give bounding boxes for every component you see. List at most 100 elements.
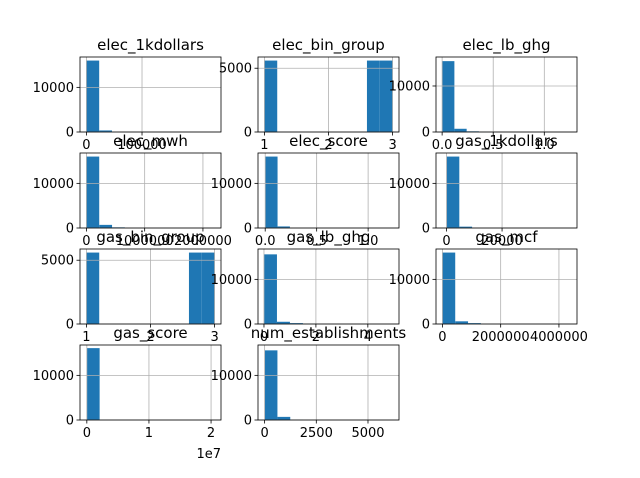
subplot-gas_mcf: 0 2000000 4000000 0 10000 gas_mcf xyxy=(389,228,588,345)
plot-area xyxy=(258,153,399,228)
subplot-elec_1kdollars: 0 100000 0 10000 elec_1kdollars xyxy=(33,36,222,153)
histogram-bar xyxy=(263,254,277,324)
subplot-title: elec_score xyxy=(289,132,368,151)
histogram-bar xyxy=(86,156,100,228)
subplot-title: gas_score xyxy=(113,324,187,343)
axes-frame xyxy=(257,344,400,421)
histogram-bar xyxy=(277,226,290,228)
x-tick-label: 3 xyxy=(388,138,396,153)
subplot-elec_lb_ghg: 0.0 0.5 1.0 0 10000 elec_lb_ghg xyxy=(389,36,578,153)
axes-frame xyxy=(435,152,578,229)
histogram-bar xyxy=(264,60,278,133)
subplot-title: num_establishments xyxy=(251,324,407,343)
x-tick-label: 1.0 xyxy=(358,234,379,249)
subplot-title: gas_1kdollars xyxy=(455,132,558,151)
histogram-bar xyxy=(277,416,291,420)
histogram-bar xyxy=(188,252,202,324)
y-tick-label: 0 xyxy=(244,222,252,237)
x-tick-label: 1000000 xyxy=(116,234,174,249)
x-tick-label: 2000000 xyxy=(472,330,530,345)
subplot-title: elec_bin_group xyxy=(272,36,385,55)
x-tick-label: 0 xyxy=(82,138,90,153)
subplot-title: elec_1kdollars xyxy=(97,36,204,55)
y-tick-label: 0 xyxy=(422,126,430,141)
histogram-bar xyxy=(459,226,473,228)
histogram-bar xyxy=(276,321,290,324)
x-tick-label: 1 xyxy=(82,330,90,345)
x-tick-label: 0.5 xyxy=(483,138,504,153)
subplot-title: elec_lb_ghg xyxy=(462,36,550,55)
y-tick-label: 10000 xyxy=(211,273,252,288)
y-tick-label: 5000 xyxy=(219,62,252,77)
histogram-bar xyxy=(201,252,215,324)
histogram-bar xyxy=(289,323,303,324)
histogram-bar xyxy=(86,348,100,420)
subplot-title: gas_mcf xyxy=(475,228,538,247)
x-tick-label: 1 xyxy=(260,138,268,153)
histogram-bar xyxy=(366,60,380,133)
x-tick-label: 4 xyxy=(364,330,372,345)
x-tick-label: 0.0 xyxy=(432,138,453,153)
y-tick-label: 10000 xyxy=(211,177,252,192)
x-tick-label: 2 xyxy=(324,138,332,153)
x-tick-label: 1 xyxy=(145,426,153,441)
subplot-gas_bin_group: 1 2 3 0 5000 gas_bin_group xyxy=(41,228,222,345)
axes-frame xyxy=(79,56,222,133)
subplot-elec_mwh: 0 1000000 2000000 0 10000 elec_mwh xyxy=(33,132,232,249)
x-tick-label: 2500 xyxy=(300,426,333,441)
y-tick-label: 0 xyxy=(244,318,252,333)
x-tick-label: 2000000 xyxy=(174,234,232,249)
y-tick-label: 0 xyxy=(66,222,74,237)
x-tick-label: 2 xyxy=(312,330,320,345)
y-tick-label: 10000 xyxy=(389,177,430,192)
histogram-bar xyxy=(86,60,100,133)
histogram-bar xyxy=(99,224,113,228)
y-tick-label: 10000 xyxy=(33,81,74,96)
histogram-bar xyxy=(442,61,455,132)
y-tick-label: 0 xyxy=(422,318,430,333)
y-tick-label: 10000 xyxy=(33,177,74,192)
histogram-bar xyxy=(455,321,469,324)
subplot-gas_score: 0 1 2 0 10000 1e7 gas_score xyxy=(33,324,222,462)
x-tick-label: 4000000 xyxy=(530,330,588,345)
plot-area xyxy=(80,153,221,228)
axes-frame xyxy=(257,152,400,229)
y-tick-label: 5000 xyxy=(41,254,74,269)
plot-area xyxy=(436,153,577,228)
subplot-elec_score: 0.0 0.5 1.0 0 10000 elec_score xyxy=(211,132,400,249)
y-tick-label: 0 xyxy=(66,126,74,141)
x-tick-label: 0 xyxy=(442,234,450,249)
axes-frame xyxy=(79,152,222,229)
histogram-bar xyxy=(446,156,460,228)
y-tick-label: 0 xyxy=(66,414,74,429)
x-tick-label: 3 xyxy=(210,330,218,345)
histogram-bar xyxy=(264,350,278,420)
plot-area xyxy=(80,345,221,420)
subplot-gas_1kdollars: 0 20000 0 10000 gas_1kdollars xyxy=(389,132,578,249)
x-tick-label: 1.0 xyxy=(534,138,555,153)
plot-area xyxy=(258,345,399,420)
x-tick-label: 2 xyxy=(207,426,215,441)
y-tick-label: 10000 xyxy=(389,273,430,288)
histogram-bar xyxy=(454,128,467,132)
y-tick-label: 0 xyxy=(66,318,74,333)
x-tick-label: 2 xyxy=(146,330,154,345)
y-tick-label: 10000 xyxy=(389,79,430,94)
histogram-bar xyxy=(265,156,278,228)
histogram-bar xyxy=(379,60,393,133)
subplot-title: elec_mwh xyxy=(113,132,188,151)
y-tick-label: 10000 xyxy=(211,369,252,384)
subplot-num_establishments: 0 2500 5000 0 10000 num_establishments xyxy=(211,324,407,441)
plot-area xyxy=(436,249,577,324)
y-tick-label: 10000 xyxy=(33,369,74,384)
axes-frame xyxy=(257,248,400,325)
x-tick-label: 0.5 xyxy=(306,234,327,249)
x-tick-label: 100000 xyxy=(117,138,167,153)
subplot-title: gas_bin_group xyxy=(96,228,204,247)
x-tick-label: 5000 xyxy=(351,426,384,441)
axes-frame xyxy=(435,56,578,133)
x-tick-label: 0 xyxy=(83,426,91,441)
y-tick-label: 0 xyxy=(422,222,430,237)
subplot-elec_bin_group: 1 2 3 0 5000 elec_bin_group xyxy=(219,36,400,153)
